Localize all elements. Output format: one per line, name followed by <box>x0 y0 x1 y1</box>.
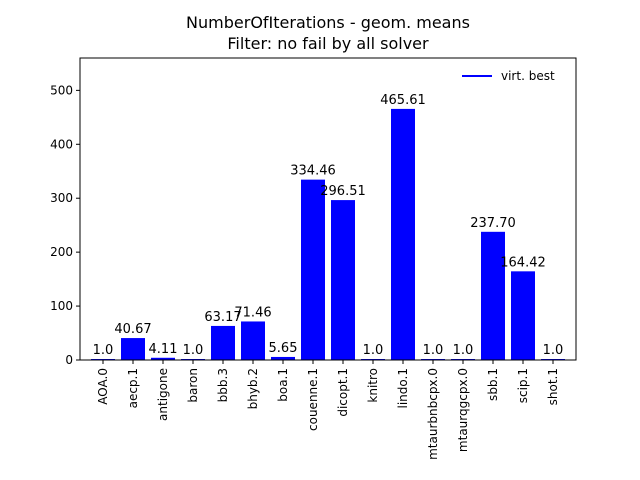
chart-title: NumberOfIterations - geom. means <box>186 13 470 32</box>
y-tick-label: 200 <box>50 245 73 259</box>
bar-value-label: 71.46 <box>234 305 271 320</box>
x-tick-label: dicopt.1 <box>336 368 350 417</box>
bar-bhyb.2 <box>241 321 265 360</box>
x-tick-label: boa.1 <box>276 368 290 402</box>
bar-value-label: 5.65 <box>269 341 298 356</box>
bar-boa.1 <box>271 356 295 360</box>
bar-scip.1 <box>511 271 535 360</box>
x-tick-label: bhyb.2 <box>246 368 260 409</box>
x-tick-label: mtaurqgcpx.0 <box>456 368 470 452</box>
plot-frame <box>79 57 577 361</box>
bar-sbb.1 <box>481 231 505 360</box>
bar-dicopt.1 <box>331 200 355 360</box>
y-tick-label: 500 <box>50 83 73 97</box>
bar-value-label: 4.11 <box>149 342 178 357</box>
x-tick-label: AOA.0 <box>96 368 110 405</box>
bar-value-label: 1.0 <box>453 343 474 358</box>
bar-value-label: 334.46 <box>290 164 336 179</box>
bar-value-label: 1.0 <box>543 343 564 358</box>
x-tick-label: bbb.3 <box>216 368 230 402</box>
bars-group <box>91 108 565 361</box>
bar-aecp.1 <box>121 338 145 360</box>
x-tick-label: couenne.1 <box>306 368 320 431</box>
bar-value-label: 63.17 <box>204 310 241 325</box>
bar-value-label: 1.0 <box>183 343 204 358</box>
x-tick-label: baron <box>186 368 200 403</box>
bar-lindo.1 <box>391 108 415 361</box>
legend: virt. best <box>462 69 555 83</box>
x-tick-label: lindo.1 <box>396 368 410 408</box>
y-axis: 0 100 200 300 400 500 <box>50 83 80 367</box>
x-tick-label: mtaurbnbcpx.0 <box>426 368 440 460</box>
y-tick-label: 100 <box>50 299 73 313</box>
legend-label: virt. best <box>501 69 555 83</box>
bar-couenne.1 <box>301 179 325 360</box>
x-tick-label: scip.1 <box>516 368 530 403</box>
bar-value-label: 1.0 <box>363 343 384 358</box>
bar-value-label: 164.42 <box>500 255 546 270</box>
bar-value-label: 40.67 <box>114 322 151 337</box>
bar-value-label: 1.0 <box>93 343 114 358</box>
chart-subtitle: Filter: no fail by all solver <box>227 34 429 53</box>
bar-antigone <box>151 357 175 360</box>
y-tick-label: 300 <box>50 191 73 205</box>
x-tick-label: antigone <box>156 368 170 421</box>
y-tick-label: 0 <box>65 353 73 367</box>
bar-labels-group: 1.040.674.11 1.063.1771.465.65334.46296.5… <box>93 93 564 358</box>
bar-value-label: 465.61 <box>380 93 426 108</box>
x-tick-label: aecp.1 <box>126 368 140 408</box>
x-axis: AOA.0 aecp.1 antigone baron bbb.3 bhyb.2 boa.1… <box>96 360 560 460</box>
bar-value-label: 296.51 <box>320 184 366 199</box>
bar-value-label: 237.70 <box>470 216 516 231</box>
x-tick-label: shot.1 <box>546 368 560 405</box>
bar-value-label: 1.0 <box>423 343 444 358</box>
bar-bbb.3 <box>211 325 235 360</box>
x-tick-label: knitro <box>366 368 380 403</box>
y-tick-label: 400 <box>50 137 73 151</box>
x-tick-label: sbb.1 <box>486 368 500 401</box>
